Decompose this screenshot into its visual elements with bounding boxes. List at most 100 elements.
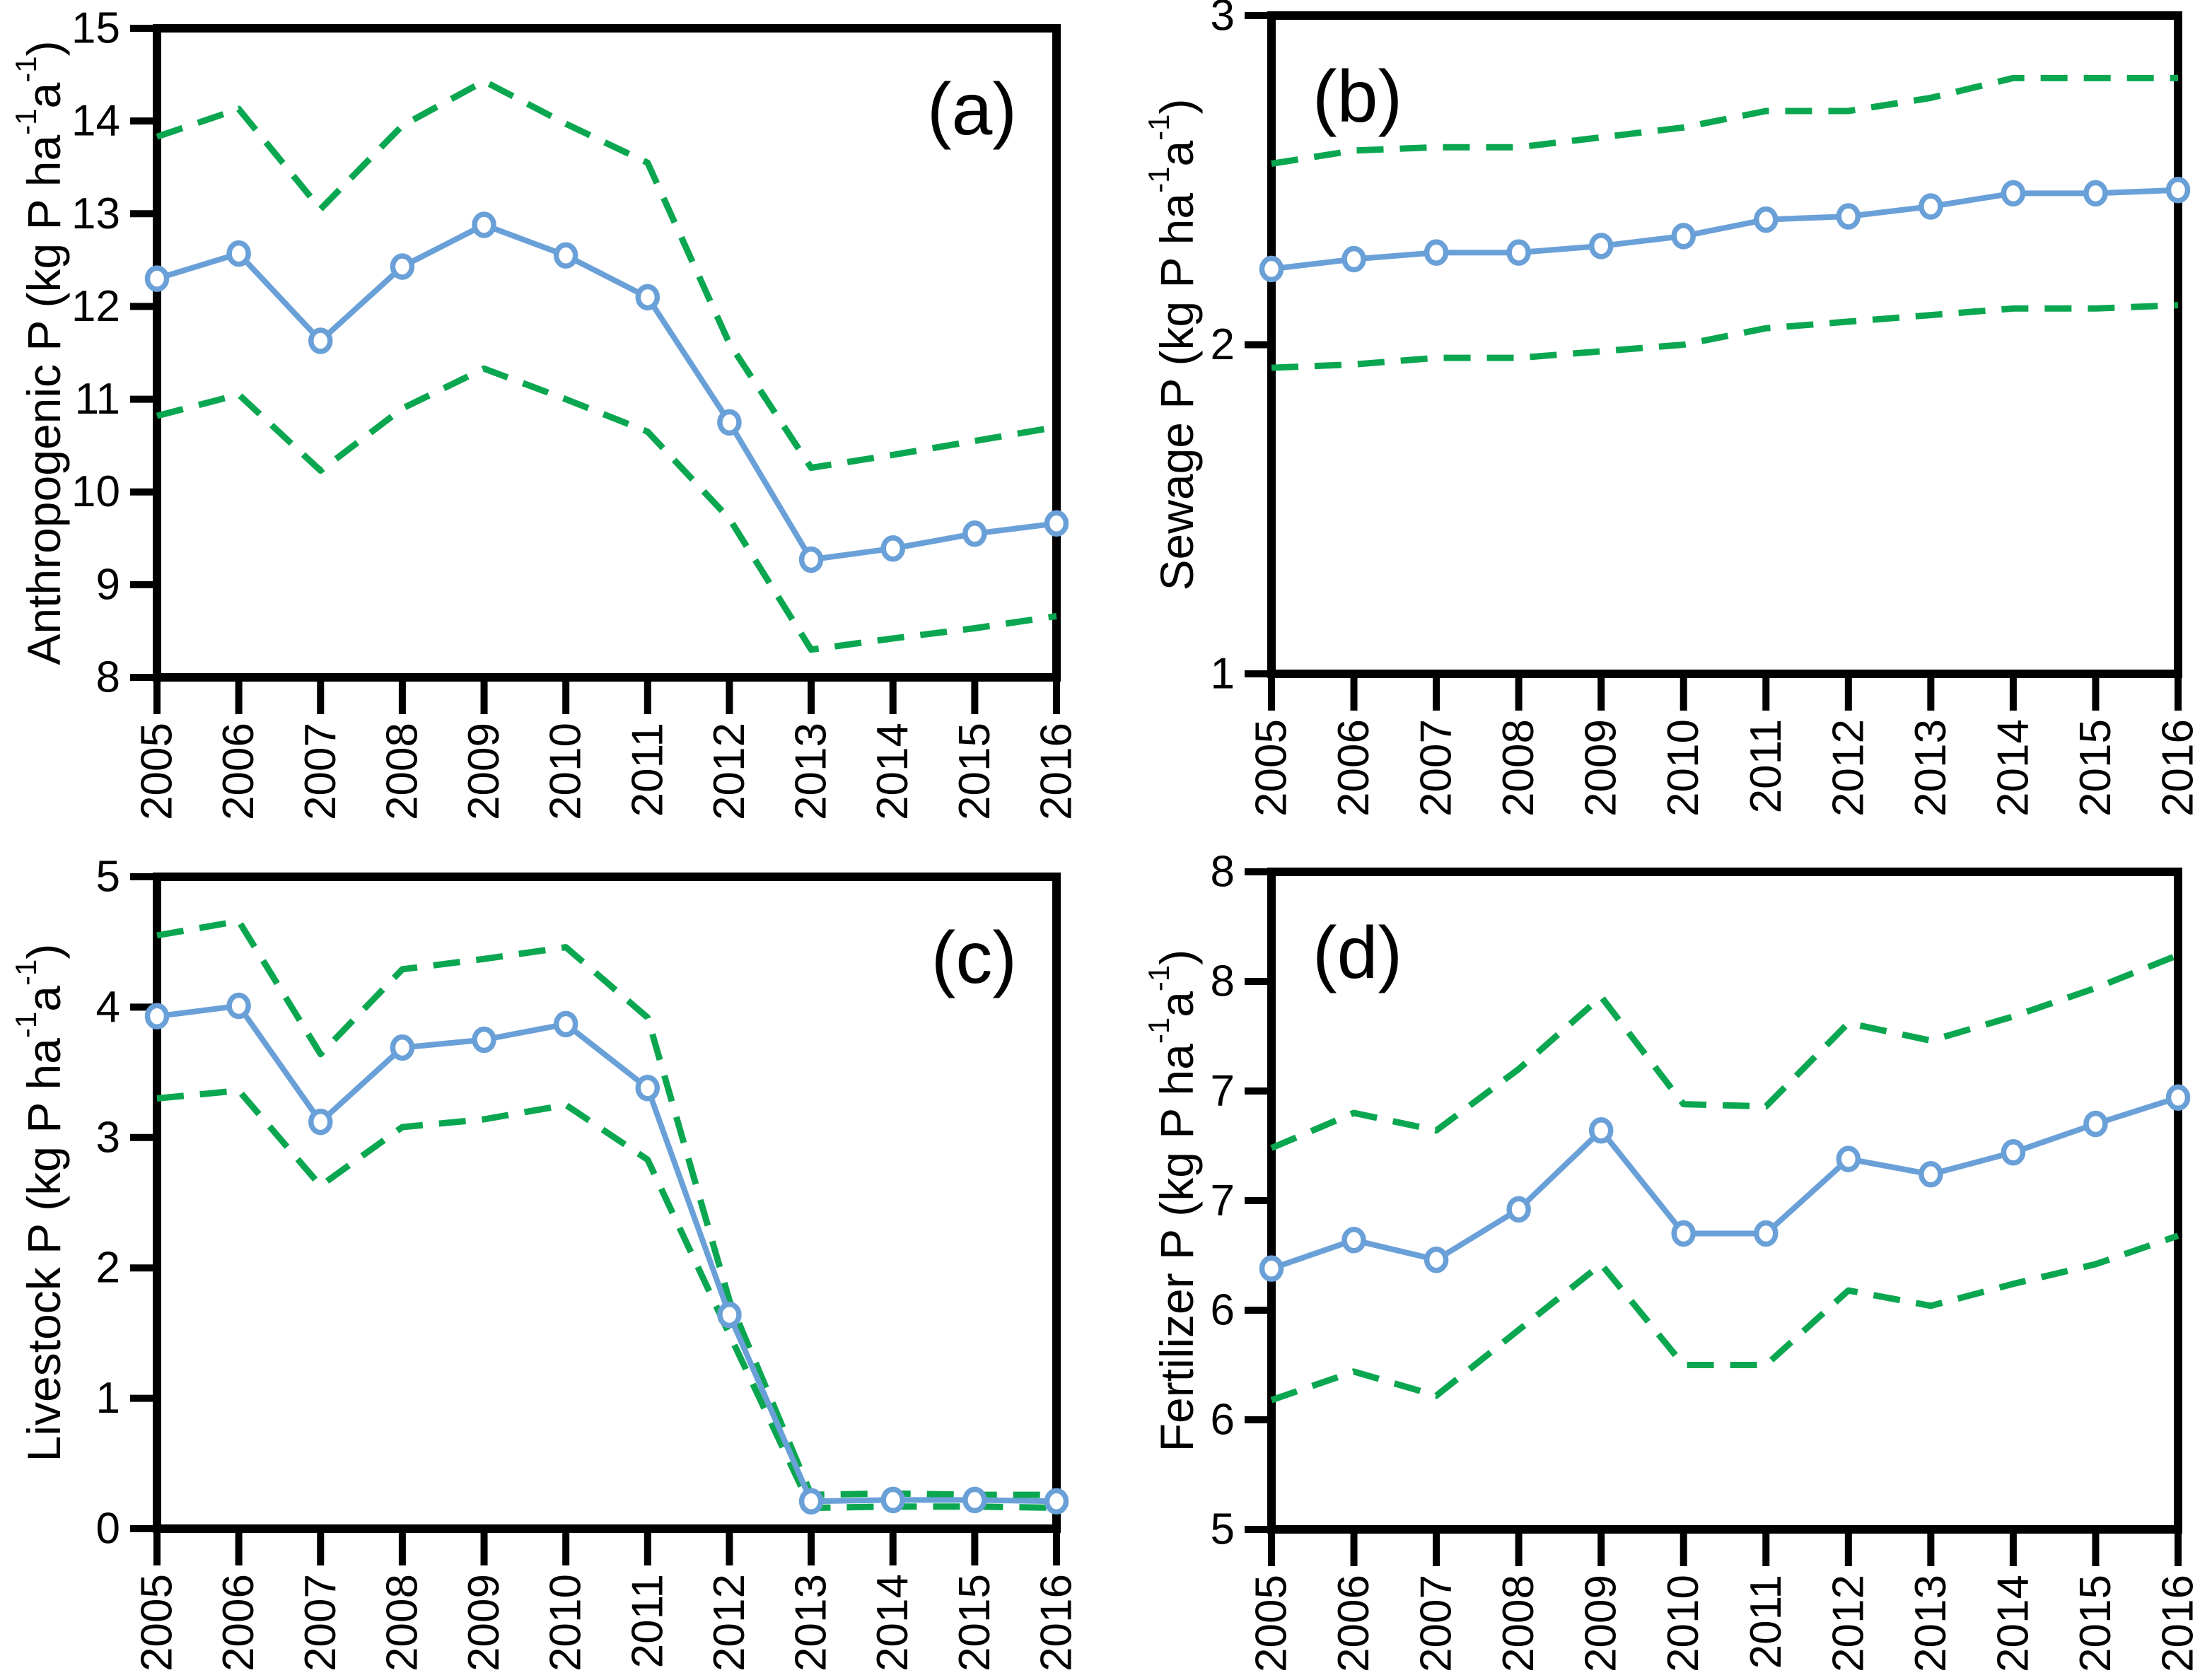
data-point-marker (1424, 239, 1449, 266)
data-point-marker (2001, 1139, 2026, 1166)
data-point-marker (1671, 1220, 1696, 1247)
y-tick-label: 1 (96, 1374, 120, 1423)
panel-c: 0 1 2 3 4 5 2005 2006 2007 2008 2009 2010 2011 2012 20… (0, 840, 1106, 1680)
data-point-marker (390, 1034, 415, 1061)
chart-c-livestock-p: 0 1 2 3 4 5 2005 2006 2007 2008 2009 2010 2011 2012 20… (9, 853, 1081, 1672)
x-tick-label: 2016 (2154, 719, 2203, 817)
data-point-marker (880, 1486, 905, 1514)
y-tick-label: 14 (71, 97, 120, 146)
x-tick-label: 2016 (2154, 1575, 2203, 1672)
data-point-marker (390, 253, 415, 280)
data-point-marker (717, 1301, 742, 1329)
data-point-marker (1424, 1246, 1449, 1273)
x-tick-label: 2013 (1907, 1575, 1955, 1672)
y-tick-label: 10 (71, 467, 120, 516)
panel-d: 5 6 6 7 7 8 8 2005 2006 2007 2008 2009 2010 2011 2012 2… (1106, 840, 2212, 1680)
data-point-marker (880, 535, 905, 562)
data-point-marker (308, 327, 333, 354)
data-point-marker (1919, 1161, 1943, 1188)
y-tick-label: 7 (1211, 1177, 1235, 1225)
y-tick-label: 8 (1211, 848, 1235, 897)
x-tick-label: 2011 (1742, 1575, 1791, 1669)
panel-letter: (a) (927, 69, 1017, 151)
x-tick-label: 2007 (1412, 1575, 1461, 1672)
panel-letter: (c) (931, 917, 1017, 999)
x-tick-label: 2008 (1494, 719, 1543, 817)
y-tick-label: 0 (96, 1505, 120, 1553)
x-tick-label: 2012 (705, 723, 754, 820)
x-tick-label: 2007 (1412, 719, 1461, 817)
data-point-marker (2083, 180, 2108, 207)
x-tick-label: 2014 (868, 723, 917, 820)
series-central-estimate (1270, 1095, 2179, 1271)
x-tick-label: 2012 (1824, 719, 1873, 817)
chart-d-fertilizer-p: 5 6 6 7 7 8 8 2005 2006 2007 2008 2009 2010 2011 2012 2… (1142, 848, 2203, 1672)
data-point-marker (2165, 176, 2191, 204)
plot-frame (153, 24, 1061, 682)
y-tick-label: 3 (96, 1113, 120, 1162)
data-point-marker (308, 1108, 333, 1136)
x-tick-label: 2016 (1032, 1574, 1081, 1672)
x-tick-label: 2009 (460, 723, 508, 820)
x-tick-label: 2007 (296, 723, 345, 820)
y-tick-label: 1 (1211, 650, 1235, 699)
data-point-marker (798, 1488, 824, 1515)
data-point-marker (1044, 510, 1069, 537)
x-tick-label: 2010 (1659, 1575, 1708, 1672)
x-tick-label: 2009 (1577, 719, 1626, 817)
x-tick-label: 2007 (296, 1574, 345, 1672)
panel-a: 8 9 10 11 12 13 14 15 2005 2006 2007 2008 2009 2010 20… (0, 0, 1106, 840)
x-tick-label: 2015 (950, 723, 999, 820)
data-point-marker (1836, 1145, 1861, 1172)
data-point-marker (553, 242, 578, 269)
plot-frame (1267, 868, 2182, 1534)
x-tick-label: 2014 (1989, 1575, 2037, 1672)
y-tick-label: 8 (96, 653, 120, 702)
x-tick-label: 2015 (2071, 719, 2120, 817)
panel-b: 1 2 3 2005 2006 2007 2008 2009 2010 2011 2012 2013 2… (1106, 0, 2212, 840)
x-tick-label: 2010 (542, 1574, 590, 1672)
x-tick-label: 2015 (2071, 1575, 2120, 1672)
y-axis-title: Sewage P (kg P ha-1a-1) (1142, 98, 1204, 590)
data-point-marker (472, 1026, 496, 1054)
x-tick-label: 2010 (542, 723, 590, 820)
x-tick-label: 2008 (1494, 1575, 1543, 1672)
data-point-marker (144, 1003, 170, 1030)
x-tick-label: 2005 (1247, 719, 1296, 817)
data-point-marker (1259, 1255, 1284, 1282)
series-lower-uncertainty-bound (156, 365, 1057, 653)
series-upper-uncertainty-bound (1271, 74, 2178, 167)
data-point-marker (226, 240, 251, 267)
x-tick-label: 2012 (705, 1574, 754, 1672)
y-tick-label: 8 (1211, 957, 1235, 1006)
data-point-marker (2083, 1110, 2108, 1138)
chart-b-sewage-p: 1 2 3 2005 2006 2007 2008 2009 2010 2011 2012 2013 2… (1142, 0, 2203, 817)
data-point-marker (226, 992, 251, 1020)
data-point-marker (1259, 255, 1284, 283)
data-point-marker (2165, 1084, 2191, 1112)
series-lower-uncertainty-bound (1270, 1232, 2179, 1404)
series-central-estimate (1271, 187, 2179, 272)
x-tick-label: 2014 (868, 1574, 917, 1672)
panel-letter: (d) (1312, 912, 1402, 994)
y-tick-label: 12 (71, 282, 120, 331)
x-tick-label: 2013 (787, 723, 836, 820)
data-point-marker (962, 1486, 987, 1514)
x-tick-label: 2006 (1329, 719, 1378, 817)
data-point-marker (1754, 206, 1779, 233)
x-tick-label: 2005 (1247, 1575, 1296, 1672)
data-point-marker (553, 1010, 578, 1038)
data-point-marker (1341, 1227, 1366, 1254)
data-point-marker (1588, 1117, 1614, 1144)
data-point-marker (962, 520, 987, 547)
data-point-marker (1919, 193, 1943, 220)
data-point-marker (1506, 1196, 1531, 1223)
data-point-marker (1341, 245, 1366, 273)
y-tick-label: 4 (96, 983, 120, 1032)
data-point-marker (1671, 223, 1696, 250)
data-point-marker (1754, 1220, 1779, 1247)
y-tick-label: 5 (96, 853, 120, 902)
data-point-marker (635, 1074, 660, 1102)
x-tick-label: 2008 (378, 1574, 426, 1672)
data-point-marker (798, 546, 824, 573)
